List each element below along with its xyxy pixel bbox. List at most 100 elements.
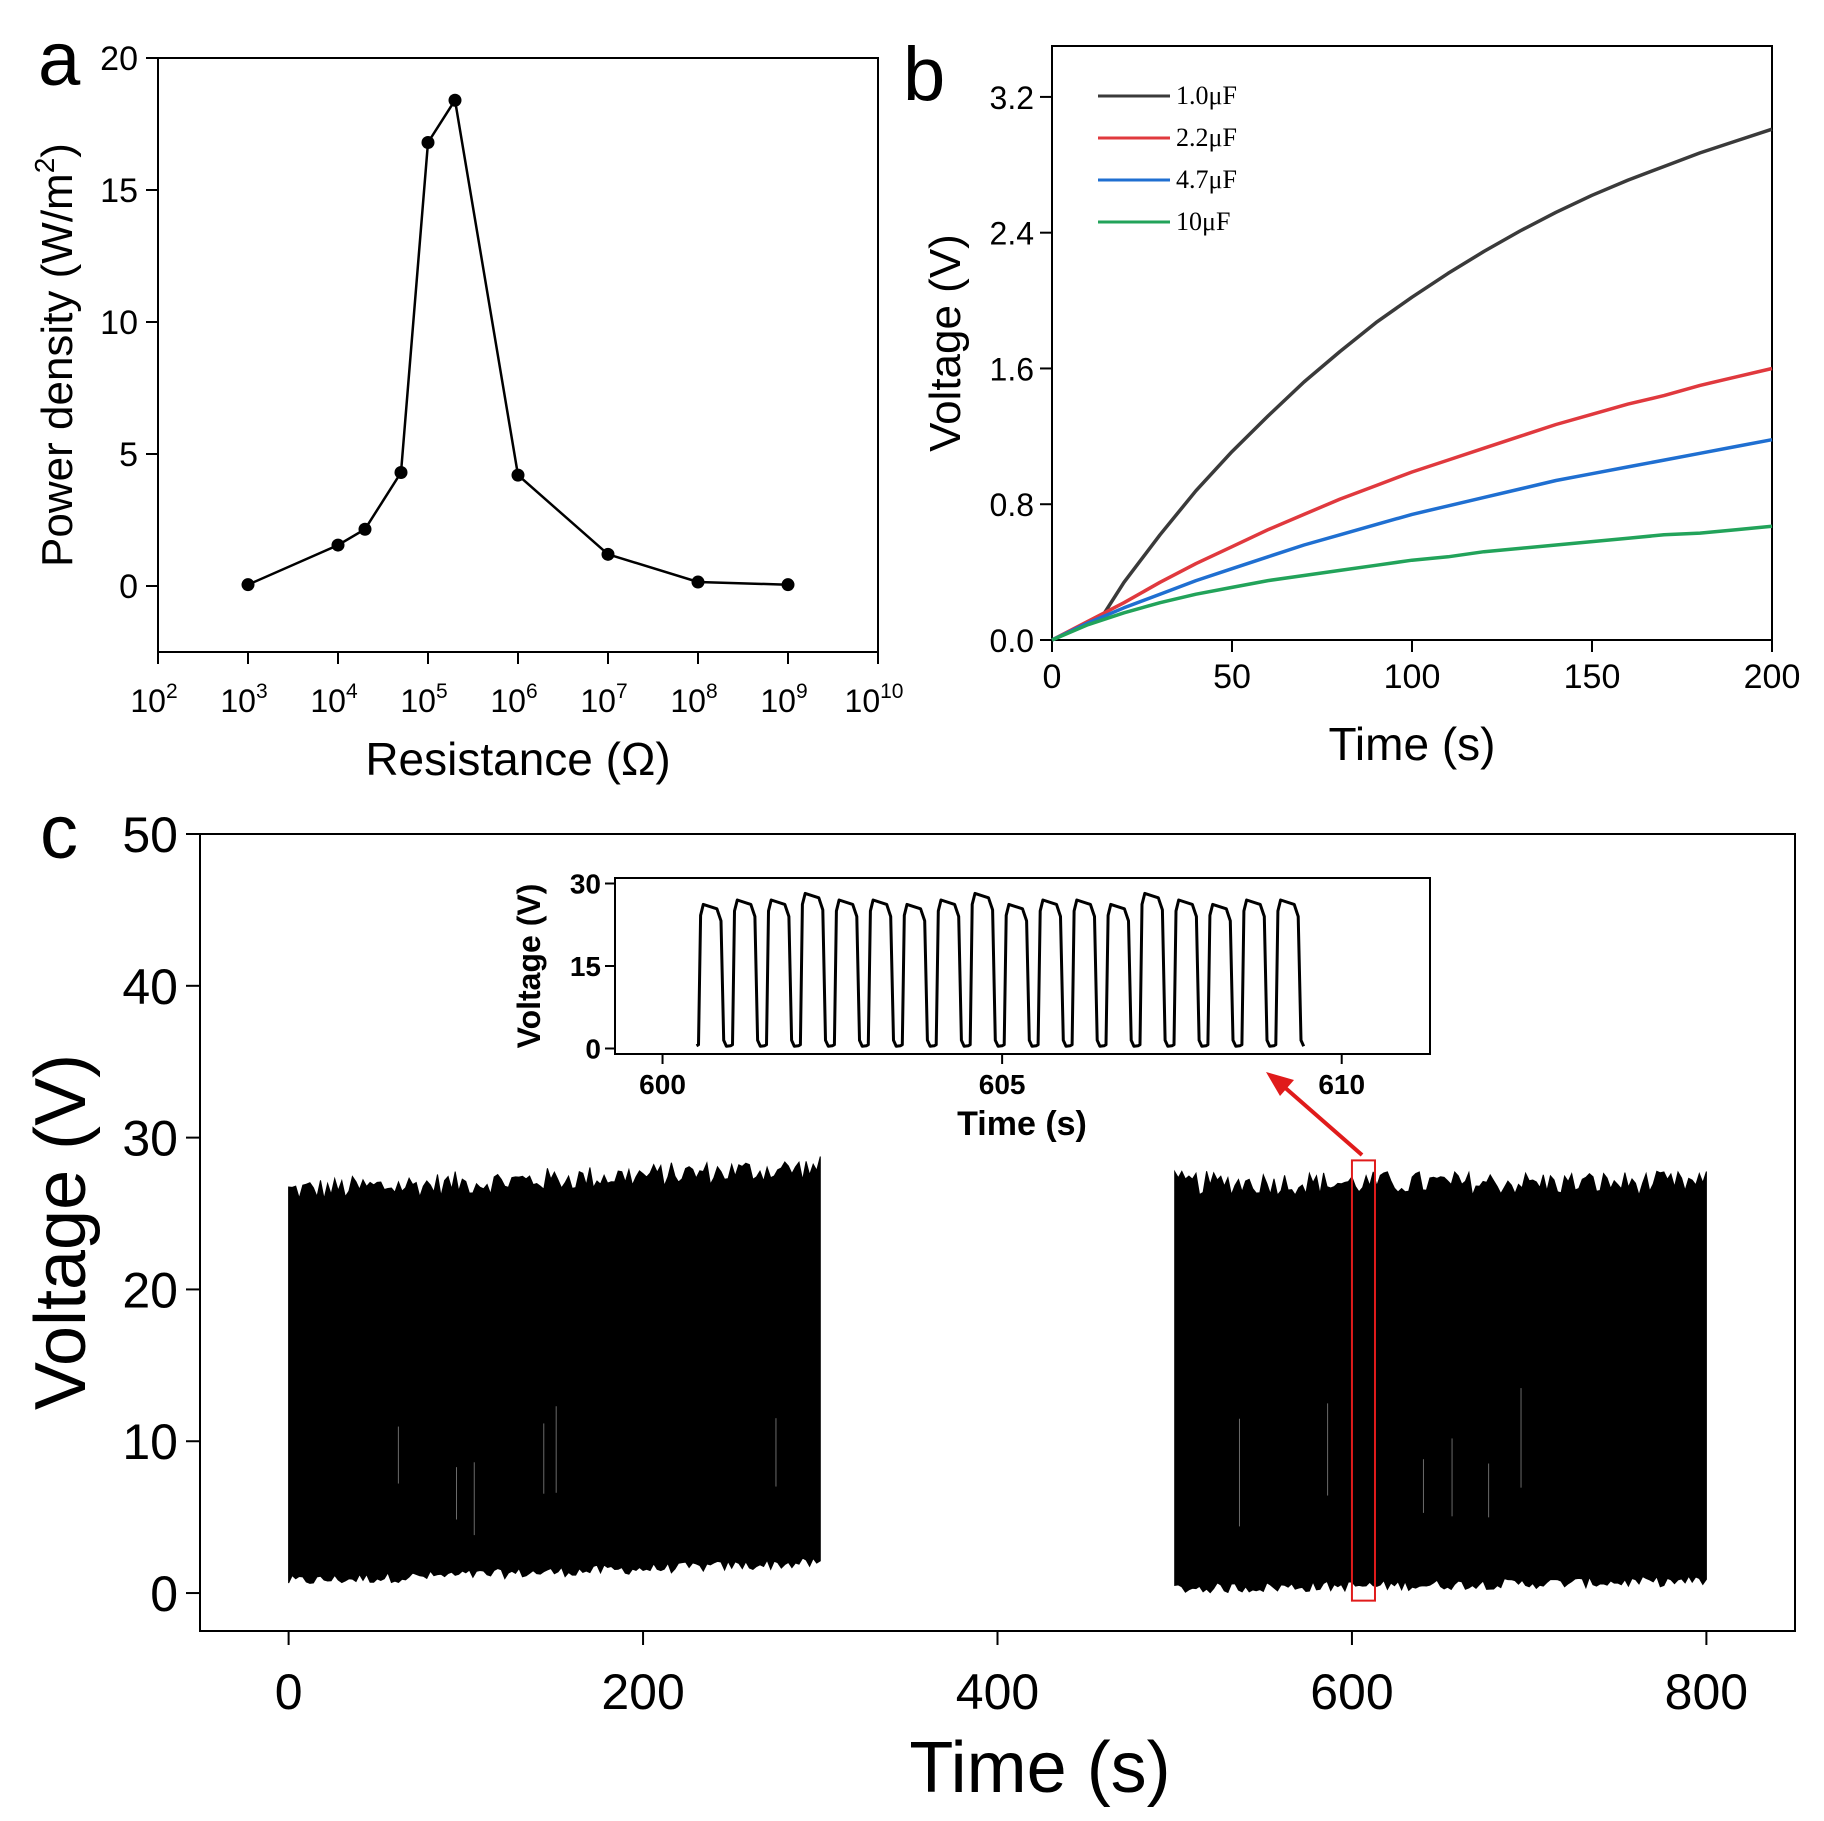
chart-b-data	[1051, 127, 1773, 642]
chart-c-y-tick-label: 10	[122, 1414, 178, 1470]
chart-b-xlabel: Time (s)	[1329, 718, 1496, 770]
chart-b-x-ticks: 0 50 100 150 200	[1043, 640, 1801, 696]
chart-a-x-tick-label: 103	[220, 680, 267, 719]
chart-b: 0 50 100 150 200 0.0 0.8 1.6 2.4 3.2 1.0μF 2.2μF…	[921, 45, 1801, 770]
panel-label-a: a	[38, 17, 81, 102]
legend-label-2_2uF: 2.2μF	[1176, 123, 1237, 152]
chart-a-point	[394, 465, 408, 479]
chart-c-x-tick-label: 0	[275, 1664, 303, 1720]
chart-a-x-tick-base: 10	[490, 683, 526, 719]
inset-x-tick-label: 610	[1318, 1069, 1365, 1100]
inset-xlabel: Time (s)	[957, 1105, 1087, 1143]
chart-a-x-tick-label: 105	[400, 680, 447, 719]
inset-ylabel: Voltage (V)	[511, 884, 547, 1049]
chart-a-x-tick-base: 10	[400, 683, 436, 719]
inset-y-ticks: 0 15 30	[570, 869, 615, 1065]
chart-a-frame	[157, 57, 879, 653]
chart-a-y-tick-label: 20	[100, 40, 138, 78]
chart-a-x-tick-exp: 6	[526, 680, 538, 703]
chart-c: 0 200 400 600 800 0 10 20 30 40 50 Time (s) Volta…	[21, 807, 1796, 1808]
chart-a-point	[781, 578, 795, 592]
chart-c-x-tick-label: 400	[956, 1664, 1039, 1720]
chart-a-x-tick-label: 102	[130, 680, 177, 719]
chart-c-y-tick-label: 0	[150, 1566, 178, 1622]
chart-b-series-c_1uF	[1051, 127, 1773, 642]
chart-a-point	[241, 578, 255, 592]
chart-c-y-tick-label: 20	[122, 1262, 178, 1318]
chart-a-point	[601, 547, 615, 561]
chart-a-series-line	[247, 96, 789, 586]
chart-b-y-tick-label: 1.6	[990, 351, 1034, 387]
chart-a-x-tick-base: 10	[310, 683, 346, 719]
chart-a-x-tick-exp: 3	[256, 680, 268, 703]
chart-c-data	[288, 1156, 1707, 1594]
chart-b-y-tick-label: 0.8	[990, 487, 1034, 523]
chart-c-x-tick-label: 200	[601, 1664, 684, 1720]
chart-a-point	[448, 93, 462, 107]
chart-b-series-c_10uF	[1051, 524, 1773, 642]
chart-b-series-c_4_7uF	[1051, 437, 1773, 642]
chart-b-x-tick-label: 0	[1043, 658, 1062, 696]
inset-pulse-trace	[695, 891, 1306, 1048]
chart-a-x-tick-exp: 9	[796, 680, 808, 703]
chart-a-x-tick-label: 1010	[845, 680, 904, 719]
chart-b-frame	[1051, 45, 1773, 641]
chart-a-point	[421, 135, 435, 149]
inset-y-tick-label: 15	[570, 951, 601, 982]
chart-a-ylabel-tail: )	[33, 143, 82, 158]
chart-b-x-tick-label: 200	[1744, 658, 1801, 696]
chart-a-y-tick-label: 0	[119, 568, 138, 606]
inset-x-tick-label: 600	[639, 1069, 686, 1100]
chart-a-x-tick-label: 107	[580, 680, 627, 719]
chart-a-point	[331, 538, 345, 552]
chart-c-signal-segment-2	[1174, 1169, 1707, 1594]
chart-a-x-tick-base: 10	[760, 683, 796, 719]
chart-a-y-tick-label: 5	[119, 436, 138, 474]
chart-a-point	[691, 575, 705, 589]
chart-a-x-ticks: 102 103 104 105 106 107 108 109 1010	[130, 652, 903, 719]
panel-label-c: c	[40, 790, 78, 875]
legend-label-10uF: 10μF	[1176, 207, 1230, 236]
chart-a-x-tick-base: 10	[670, 683, 706, 719]
chart-a-ylabel: Power density (W/m2)	[29, 143, 82, 567]
legend-label-1uF: 1.0μF	[1176, 81, 1237, 110]
chart-a-x-tick-base: 10	[845, 683, 881, 719]
chart-a-x-tick-base: 10	[220, 683, 256, 719]
chart-a-x-tick-exp: 10	[880, 680, 903, 703]
chart-a-ylabel-main: Power density (W/m	[33, 173, 82, 567]
chart-b-ylabel: Voltage (V)	[921, 234, 970, 452]
chart-b-y-tick-label: 0.0	[990, 623, 1034, 659]
chart-c-inset: 600 605 610 0 15 30 Time (s) Voltage (V)	[511, 869, 1431, 1143]
chart-a-x-tick-exp: 7	[616, 680, 628, 703]
chart-b-y-tick-label: 3.2	[990, 80, 1034, 116]
chart-b-x-tick-label: 150	[1564, 658, 1621, 696]
chart-c-x-tick-label: 800	[1665, 1664, 1748, 1720]
chart-b-x-tick-label: 100	[1384, 658, 1441, 696]
panel-label-b: b	[903, 32, 945, 117]
chart-a-y-tick-label: 15	[100, 172, 138, 210]
chart-b-y-tick-label: 2.4	[990, 216, 1034, 252]
chart-c-ylabel: Voltage (V)	[21, 1054, 101, 1410]
chart-a-y-ticks: 0 5 10 15 20	[100, 40, 158, 606]
chart-a-x-tick-exp: 4	[346, 680, 358, 703]
chart-a-x-tick-exp: 5	[436, 680, 448, 703]
legend-label-4_7uF: 4.7μF	[1176, 165, 1237, 194]
chart-c-y-ticks: 0 10 20 30 40 50	[122, 807, 200, 1622]
chart-a-x-tick-label: 108	[670, 680, 717, 719]
chart-a-x-tick-exp: 2	[166, 680, 178, 703]
chart-a-point	[511, 468, 525, 482]
inset-x-tick-label: 605	[979, 1069, 1026, 1100]
chart-c-highlight-window	[1350, 1159, 1376, 1602]
inset-x-ticks: 600 605 610	[639, 1054, 1365, 1100]
chart-c-x-tick-label: 600	[1310, 1664, 1393, 1720]
inset-y-tick-label: 30	[570, 869, 601, 900]
chart-c-xlabel: Time (s)	[909, 1728, 1170, 1808]
chart-c-signal-segment-1	[288, 1156, 821, 1584]
chart-a-x-tick-base: 10	[130, 683, 166, 719]
chart-b-x-tick-label: 50	[1213, 658, 1251, 696]
chart-b-series-c_2_2uF	[1051, 366, 1773, 642]
chart-c-y-tick-label: 50	[122, 807, 178, 863]
inset-arrow	[1266, 1072, 1364, 1157]
